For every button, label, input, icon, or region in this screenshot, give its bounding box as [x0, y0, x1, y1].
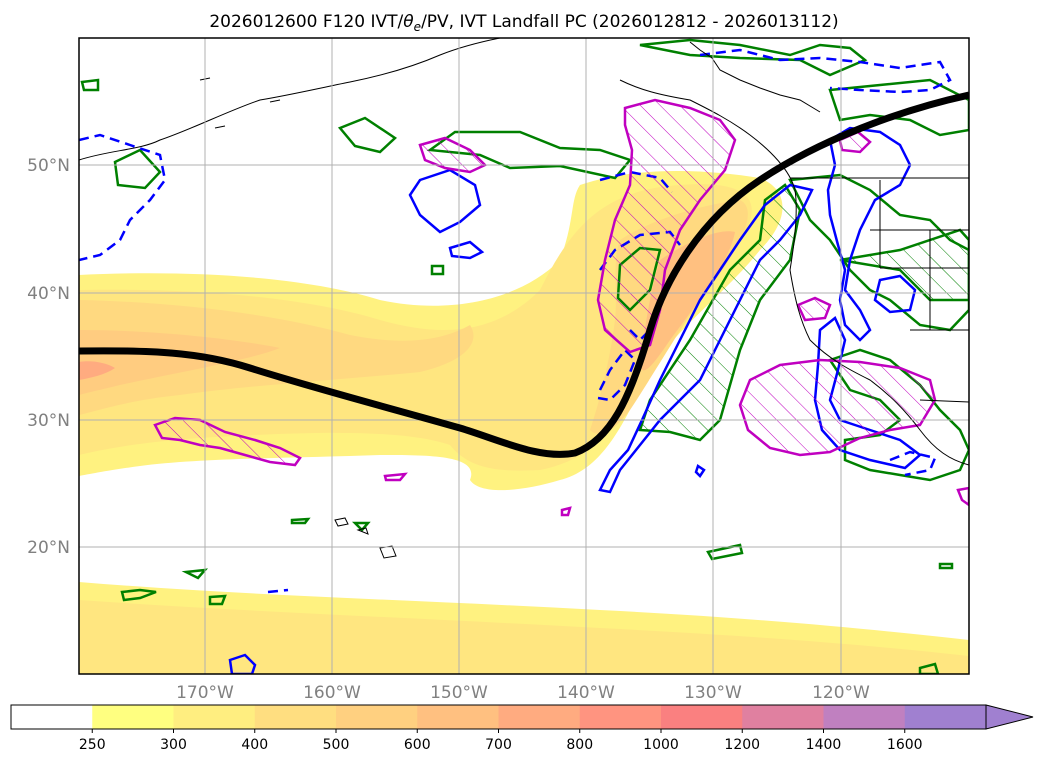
colorbar-tick-label: 1000	[643, 737, 679, 753]
lon-label-150w: 150°W	[430, 683, 488, 703]
map-panel	[79, 38, 969, 674]
colorbar-swatch	[823, 705, 906, 729]
colorbar-ticks: 250 300 400 500 600 700 800 1000 1200 1400 1600	[79, 729, 923, 753]
colorbar-swatch	[11, 705, 93, 729]
lat-label-50n: 50°N	[27, 156, 70, 176]
colorbar-tick-label: 1400	[806, 737, 842, 753]
principal-component-line	[79, 91, 969, 458]
lon-label-130w: 130°W	[684, 683, 742, 703]
colorbar-tick-label: 300	[160, 737, 187, 753]
theta-e-hatched-region	[638, 183, 969, 442]
colorbar-tick-label: 1600	[887, 737, 923, 753]
colorbar-swatch	[904, 705, 987, 729]
lon-label-120w: 120°W	[812, 683, 870, 703]
lat-label-20n: 20°N	[27, 538, 70, 558]
colorbar-swatch	[92, 705, 174, 729]
colorbar-swatch	[742, 705, 824, 729]
colorbar-tick-label: 400	[241, 737, 268, 753]
coastlines	[79, 38, 969, 559]
colorbar-swatch	[661, 705, 743, 729]
colorbar-extend-arrow	[985, 704, 1034, 730]
colorbar-swatch	[254, 705, 337, 729]
colorbar: 250 300 400 500 600 700 800 1000 1200 1400 1600	[10, 704, 1034, 753]
lat-axis-labels: 20°N 30°N 40°N 50°N	[27, 156, 70, 558]
colorbar-tick-label: 800	[566, 737, 593, 753]
map-frame	[78, 37, 970, 675]
lon-label-170w: 170°W	[176, 683, 234, 703]
colorbar-tick-label: 1200	[724, 737, 760, 753]
map-title: 2026012600 F120 IVT/θe/PV, IVT Landfall …	[209, 12, 838, 34]
colorbar-swatch	[579, 705, 662, 729]
lat-label-30n: 30°N	[27, 411, 70, 431]
lon-label-160w: 160°W	[303, 683, 361, 703]
colorbar-tick-label: 500	[323, 737, 350, 753]
colorbar-swatch	[336, 705, 418, 729]
colorbar-swatch	[417, 705, 499, 729]
colorbar-swatches	[11, 705, 987, 729]
colorbar-swatch	[173, 705, 256, 729]
lon-label-140w: 140°W	[557, 683, 615, 703]
colorbar-tick-label: 700	[485, 737, 512, 753]
colorbar-swatch	[498, 705, 581, 729]
pv-contours	[228, 126, 922, 674]
colorbar-tick-label: 250	[79, 737, 106, 753]
lon-axis-labels: 170°W 160°W 150°W 140°W 130°W 120°W	[176, 683, 870, 703]
colorbar-tick-label: 600	[404, 737, 431, 753]
lat-label-40n: 40°N	[27, 284, 70, 304]
